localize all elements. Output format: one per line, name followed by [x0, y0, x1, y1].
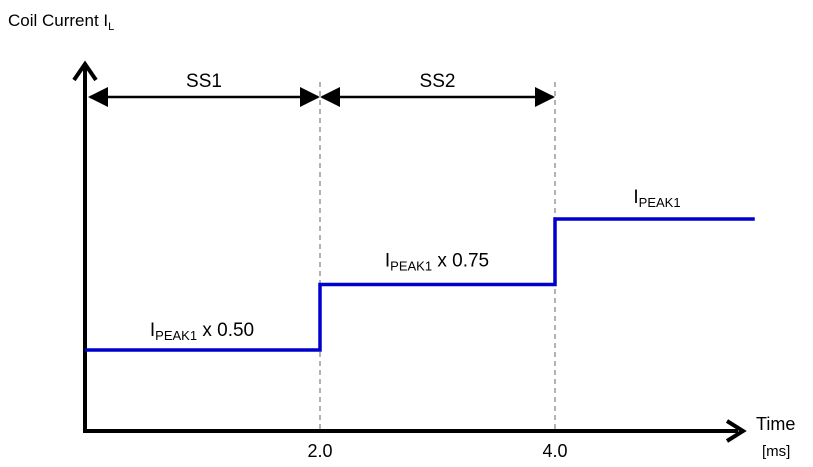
- phase-spans: SS1 SS2: [88, 71, 555, 107]
- x-axis-unit: [ms]: [762, 443, 790, 460]
- phase-label: SS2: [420, 71, 456, 92]
- current-level-label: IPEAK1: [633, 187, 680, 210]
- x-tick-label: 2.0: [307, 441, 332, 461]
- x-tick-labels: 2.0 4.0: [307, 441, 567, 461]
- axes: [72, 60, 747, 443]
- x-axis-arrowhead-icon: [725, 419, 747, 443]
- coil-current-waveform: [85, 217, 755, 352]
- y-axis-arrowhead-icon: [72, 60, 98, 82]
- current-level-label: IPEAK1 x 0.75: [385, 251, 489, 274]
- x-axis-label: Time: [756, 414, 795, 434]
- phase-label: SS1: [186, 71, 222, 92]
- current-level-labels: IPEAK1 x 0.50 IPEAK1 x 0.75 IPEAK1: [150, 187, 681, 343]
- y-axis-label: Coil Current IL: [8, 11, 114, 33]
- current-level-label: IPEAK1 x 0.50: [150, 320, 254, 343]
- x-tick-label: 4.0: [542, 441, 567, 461]
